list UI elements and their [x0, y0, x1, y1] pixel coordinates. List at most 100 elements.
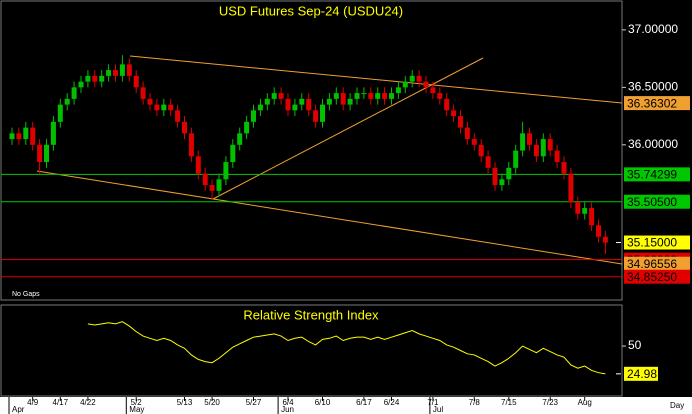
candle-body: [409, 75, 415, 82]
rsi-panel: [0, 304, 623, 397]
candle-body: [216, 179, 222, 191]
candle-body: [92, 75, 98, 82]
candle-body: [492, 167, 498, 186]
x-tick-label: 6/17: [356, 398, 372, 407]
price-panel: [0, 0, 623, 301]
y-tick-label: 50: [628, 338, 642, 352]
candle-body: [402, 81, 408, 88]
candle-body: [64, 98, 70, 105]
candle-body: [9, 133, 15, 140]
candle-body: [471, 139, 477, 145]
candle-body: [375, 93, 381, 99]
rsi-title: Relative Strength Index: [243, 307, 379, 322]
candle-body: [499, 179, 505, 186]
candle-body: [547, 139, 553, 151]
candle-body: [437, 93, 443, 99]
x-tick-label: 5/27: [246, 398, 262, 407]
candle-body: [575, 202, 581, 214]
candle-body: [182, 121, 187, 134]
rsi-line: [87, 321, 606, 375]
x-tick-label: 5/20: [204, 398, 220, 407]
candle-body: [168, 104, 174, 111]
candle-body: [326, 98, 332, 105]
note: No Gaps: [12, 291, 40, 298]
trendline: [212, 57, 484, 200]
candle-body: [389, 93, 394, 99]
candle-body: [106, 70, 112, 76]
candle-body: [209, 185, 215, 191]
chart-title: USD Futures Sep-24 (USDU24): [219, 3, 403, 18]
level-label-box: [624, 235, 690, 250]
candle-body: [175, 110, 181, 122]
month-label: Apr: [12, 405, 25, 414]
candle-body: [251, 110, 256, 122]
candle-body: [237, 133, 243, 145]
level-label: 34.85250: [627, 270, 677, 284]
x-tick-label: 7/15: [501, 398, 517, 407]
y-tick-label: 36.00000: [628, 137, 678, 151]
level-label-box: [624, 194, 690, 209]
candle-body: [161, 104, 167, 111]
candle-body: [126, 64, 132, 76]
candle-body: [147, 98, 153, 105]
level-label-box: [624, 167, 690, 182]
candle-body: [533, 144, 539, 157]
candle-body: [195, 156, 201, 174]
candle-body: [340, 93, 346, 105]
candle-body: [285, 98, 291, 111]
candle-body: [451, 110, 457, 117]
x-tick-label: 7/8: [469, 398, 481, 407]
value-label-box: [624, 366, 658, 381]
candle-body: [244, 121, 250, 134]
candle-body: [382, 93, 388, 99]
candle-body: [85, 75, 91, 82]
x-tick-label: 7/23: [542, 398, 558, 407]
candle-body: [416, 75, 422, 82]
x-tick-label: 5/2: [131, 398, 143, 407]
candle-body: [368, 93, 374, 99]
candle-body: [354, 93, 360, 99]
candle-body: [299, 98, 305, 105]
x-tick-label: 6/24: [384, 398, 400, 407]
candle-body: [540, 139, 546, 157]
candle-body: [257, 104, 263, 111]
candle-body: [561, 162, 567, 174]
level-label-box: [624, 269, 690, 284]
candle-body: [582, 208, 588, 214]
candle-body: [264, 98, 270, 105]
candle-body: [202, 173, 208, 186]
level-label: 35.50500: [627, 195, 677, 209]
candle-body: [50, 121, 56, 145]
candle-body: [188, 133, 194, 157]
candle-body: [113, 70, 118, 76]
candle-body: [30, 127, 36, 145]
candle-body: [464, 127, 470, 140]
month-label: Jun: [281, 405, 294, 414]
x-tick-label: 7/1: [427, 398, 439, 407]
candle-body: [133, 75, 139, 88]
candle-body: [395, 87, 401, 94]
candle-body: [347, 98, 353, 105]
candle-body: [602, 236, 608, 243]
candle-body: [271, 93, 277, 99]
candle-body: [596, 225, 601, 237]
candle-body: [140, 87, 146, 99]
x-tick-label: 6/4: [282, 398, 294, 407]
candle-body: [78, 81, 84, 88]
x-tick-label: 4/22: [80, 398, 96, 407]
candle-body: [444, 98, 450, 111]
candle-body: [520, 133, 526, 151]
x-tick-label: 4/17: [53, 398, 69, 407]
trendline: [129, 55, 623, 104]
candle-body: [292, 104, 298, 111]
candle-body: [37, 144, 43, 163]
candle-body: [554, 150, 560, 163]
candle-body: [361, 93, 367, 95]
candle-body: [99, 75, 105, 82]
x-tick-label: 5/13: [177, 398, 193, 407]
month-label: May: [129, 405, 144, 414]
candle-body: [568, 173, 574, 203]
candle-body: [278, 93, 284, 99]
candle-body: [154, 104, 160, 111]
